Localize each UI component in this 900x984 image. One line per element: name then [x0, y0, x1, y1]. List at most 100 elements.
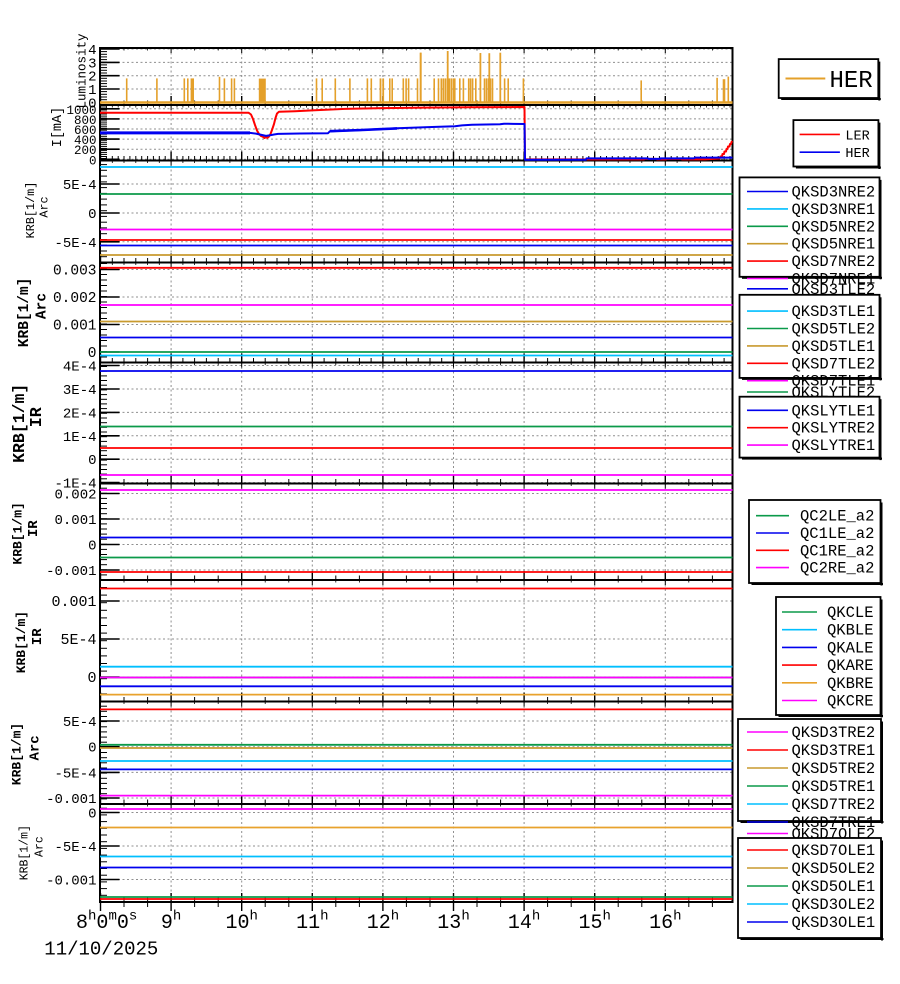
svg-text:Arc: Arc — [34, 836, 47, 857]
svg-text:QKSD5TLE2: QKSD5TLE2 — [792, 321, 876, 339]
svg-text:14h​: 14h​ — [508, 909, 540, 936]
svg-text:8h​0m​0s​: 8h​0m​0s​ — [76, 909, 137, 936]
svg-text:IR: IR — [26, 520, 42, 537]
svg-text:QKSLYTLE1: QKSLYTLE1 — [792, 402, 876, 420]
svg-text:QKSD5TLE1: QKSD5TLE1 — [792, 338, 876, 356]
svg-text:QKSLYTRE2: QKSLYTRE2 — [792, 420, 876, 438]
svg-text:4E-4: 4E-4 — [63, 360, 97, 376]
svg-text:15h​: 15h​ — [579, 909, 611, 936]
svg-text:400: 400 — [74, 134, 97, 148]
svg-text:0.001: 0.001 — [53, 319, 97, 335]
svg-text:0: 0 — [88, 539, 96, 555]
svg-text:QKSD5NRE2: QKSD5NRE2 — [792, 218, 876, 236]
svg-text:KRB[1/m]: KRB[1/m] — [19, 825, 32, 880]
svg-text:0: 0 — [87, 670, 96, 687]
svg-text:QKSD3TLE1: QKSD3TLE1 — [792, 303, 876, 321]
svg-text:Arc: Arc — [38, 196, 52, 217]
svg-text:QC2RE_a2: QC2RE_a2 — [800, 560, 874, 578]
svg-text:QKSD5OLE2: QKSD5OLE2 — [792, 860, 876, 878]
svg-text:QC1LE_a2: QC1LE_a2 — [800, 525, 874, 543]
svg-text:QKSD5OLE1: QKSD5OLE1 — [792, 878, 876, 896]
svg-text:QKSD3TRE2: QKSD3TRE2 — [792, 724, 876, 742]
svg-text:QC2LE_a2: QC2LE_a2 — [800, 508, 874, 526]
svg-text:KRB[1/m]: KRB[1/m] — [11, 502, 26, 564]
svg-text:KRB[1/m]: KRB[1/m] — [14, 611, 29, 673]
svg-text:9h​: 9h​ — [161, 909, 181, 936]
svg-text:0.003: 0.003 — [53, 264, 97, 280]
svg-text:-1E-4: -1E-4 — [54, 477, 96, 493]
svg-text:QKSD3NRE2: QKSD3NRE2 — [792, 184, 876, 202]
svg-text:QKSD5TRE1: QKSD5TRE1 — [792, 778, 876, 796]
svg-text:200: 200 — [74, 144, 97, 158]
svg-text:1000: 1000 — [66, 104, 96, 118]
svg-text:-5E-4: -5E-4 — [54, 840, 96, 856]
svg-text:-0.001: -0.001 — [46, 564, 96, 580]
svg-text:QKSD3NRE1: QKSD3NRE1 — [792, 201, 876, 219]
svg-text:-5E-4: -5E-4 — [54, 766, 96, 782]
svg-text:5E-4: 5E-4 — [63, 178, 97, 194]
svg-text:LER: LER — [845, 129, 869, 144]
svg-text:QKBLE: QKBLE — [827, 622, 874, 640]
svg-text:QKCLE: QKCLE — [827, 604, 874, 622]
svg-text:QKALE: QKALE — [827, 639, 874, 657]
svg-text:2: 2 — [88, 70, 96, 86]
svg-text:5E-4: 5E-4 — [60, 632, 96, 649]
svg-text:0.001: 0.001 — [54, 513, 96, 529]
svg-text:600: 600 — [74, 124, 97, 138]
svg-text:-0.001: -0.001 — [46, 874, 96, 890]
svg-text:I[mA]: I[mA] — [51, 107, 66, 148]
svg-text:HER: HER — [845, 147, 869, 162]
svg-text:0.002: 0.002 — [54, 488, 96, 504]
svg-text:11/10/2025: 11/10/2025 — [44, 939, 158, 961]
svg-text:3: 3 — [88, 56, 96, 72]
svg-text:0: 0 — [88, 453, 96, 469]
svg-text:QKBRE: QKBRE — [827, 675, 874, 693]
svg-text:QKSLYTRE1: QKSLYTRE1 — [792, 437, 876, 455]
svg-text:16h​: 16h​ — [649, 909, 681, 936]
svg-text:1E-4: 1E-4 — [63, 430, 97, 446]
svg-text:KRB[1/m]: KRB[1/m] — [10, 384, 29, 463]
svg-text:0: 0 — [88, 741, 96, 757]
svg-text:KRB[1/m]: KRB[1/m] — [24, 182, 38, 239]
svg-text:QKSD7NRE2: QKSD7NRE2 — [792, 253, 876, 271]
svg-text:2E-4: 2E-4 — [63, 406, 97, 422]
svg-text:11h​: 11h​ — [296, 909, 328, 936]
svg-text:QKSD3TRE1: QKSD3TRE1 — [792, 742, 876, 760]
svg-text:QKARE: QKARE — [827, 657, 874, 675]
svg-text:KRB[1/m]: KRB[1/m] — [10, 723, 25, 785]
svg-text:3E-4: 3E-4 — [63, 383, 97, 399]
svg-text:800: 800 — [74, 114, 97, 128]
svg-text:QKSD7OLE1: QKSD7OLE1 — [792, 842, 876, 860]
svg-text:4: 4 — [88, 43, 96, 59]
svg-text:0: 0 — [89, 154, 97, 168]
svg-text:10h​: 10h​ — [226, 909, 258, 936]
svg-text:QKSD7TRE1: QKSD7TRE1 — [792, 814, 876, 832]
svg-text:0.001: 0.001 — [51, 594, 96, 611]
svg-text:0: 0 — [88, 96, 96, 112]
svg-text:5E-4: 5E-4 — [63, 715, 97, 731]
svg-text:Arc: Arc — [28, 735, 44, 760]
svg-text:1: 1 — [88, 83, 96, 99]
svg-text:-0.001: -0.001 — [46, 792, 96, 808]
svg-text:0: 0 — [88, 807, 96, 823]
svg-text:QC1RE_a2: QC1RE_a2 — [800, 542, 874, 560]
svg-text:QKSD3OLE1: QKSD3OLE1 — [792, 914, 876, 932]
svg-text:QKSD7TRE2: QKSD7TRE2 — [792, 796, 876, 814]
svg-text:QKSD5TRE2: QKSD5TRE2 — [792, 760, 876, 778]
svg-text:0.002: 0.002 — [53, 291, 97, 307]
svg-text:QKSD3OLE2: QKSD3OLE2 — [792, 896, 876, 914]
svg-text:QKSD7NRE1: QKSD7NRE1 — [792, 271, 876, 289]
svg-text:IR: IR — [28, 406, 47, 427]
svg-text:QKSD7TLE2: QKSD7TLE2 — [792, 355, 876, 373]
svg-text:QKSD7TLE1: QKSD7TLE1 — [792, 373, 876, 391]
svg-text:0: 0 — [88, 207, 96, 223]
svg-text:QKCRE: QKCRE — [827, 693, 874, 711]
svg-text:KRB[1/m]: KRB[1/m] — [17, 278, 33, 348]
svg-text:IR: IR — [30, 628, 46, 645]
svg-text:Luminosity: Luminosity — [76, 33, 90, 109]
svg-text:13h​: 13h​ — [437, 909, 469, 936]
svg-text:0: 0 — [88, 346, 97, 362]
svg-text:12h​: 12h​ — [367, 909, 399, 936]
svg-text:QKSD5NRE1: QKSD5NRE1 — [792, 236, 876, 254]
svg-text:Arc: Arc — [35, 293, 51, 319]
